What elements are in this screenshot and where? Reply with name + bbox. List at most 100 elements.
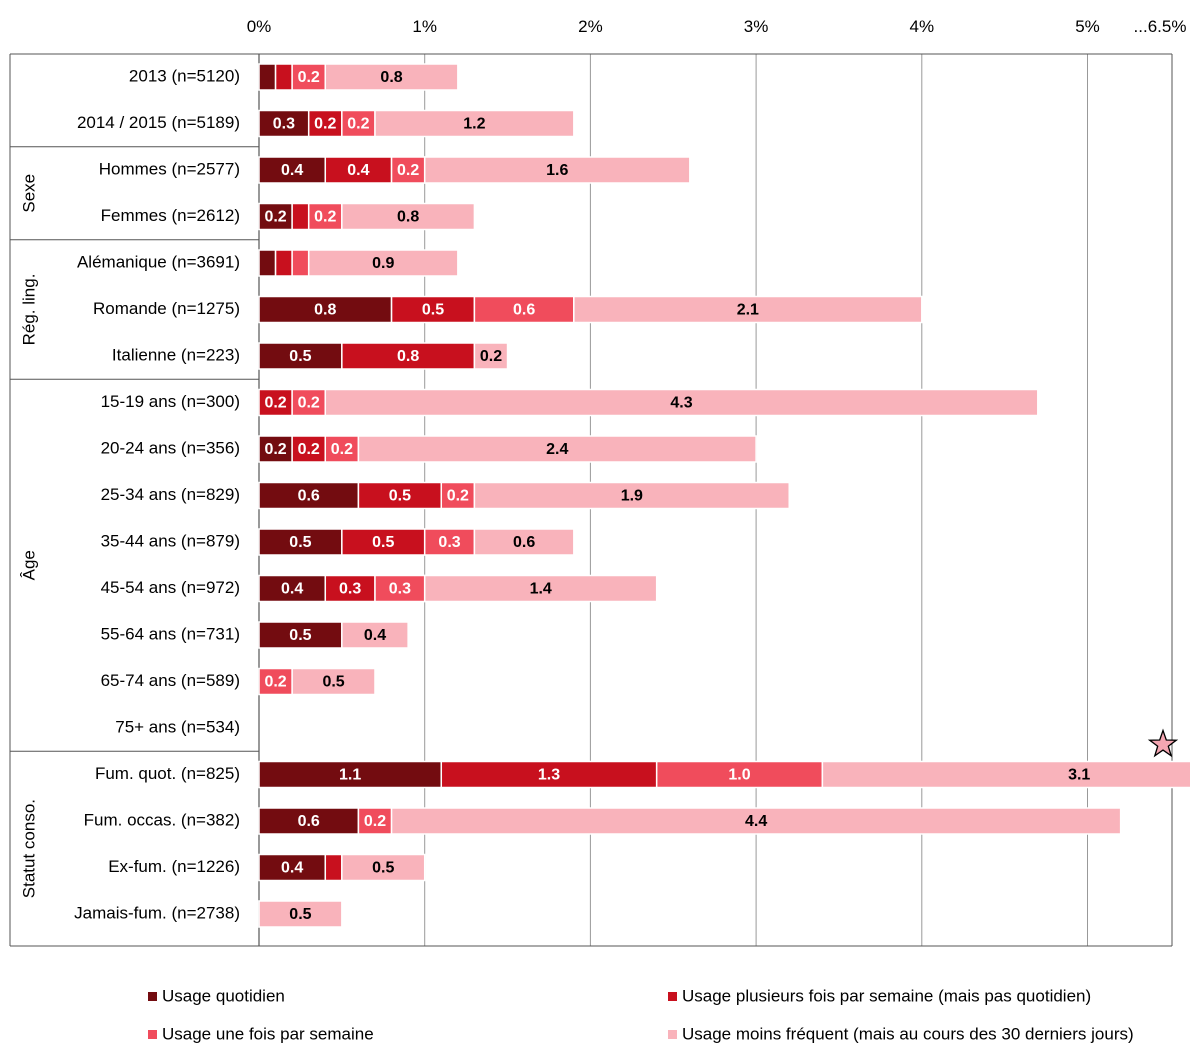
bar-segment-usage-une-fois-par-semaine [324,435,360,463]
data-label: 0.5 [289,627,311,644]
group-label-age: Âge [19,550,38,580]
bar-segment-usage-moins-frequent-mais-au-cours-des-3 [341,853,426,882]
data-label: 0.2 [298,441,320,458]
data-label: 0.2 [264,209,286,226]
data-label: 0.2 [347,116,369,133]
data-label: 1.6 [546,162,568,179]
data-label: 0.6 [298,488,320,505]
legend-label: Usage quotidien [162,986,285,1005]
data-label: 1.2 [463,116,485,133]
data-label: 0.2 [314,116,336,133]
category-label: Hommes (n=2577) [99,159,240,178]
data-label: 0.5 [389,488,411,505]
category-label: Romande (n=1275) [93,299,240,318]
data-label: 0.2 [447,488,469,505]
bar-segment-usage-plusieurs-fois-par-semaine-mais-pa [341,342,476,370]
data-label: 0.2 [264,674,286,691]
bar-segment-usage-moins-frequent-mais-au-cours-des-3 [374,109,575,138]
bar-segment-usage-moins-frequent-mais-au-cours-des-3 [573,295,923,324]
category-label: Italienne (n=223) [112,345,240,364]
bar-segment-usage-une-fois-par-semaine [291,249,310,277]
bar-segment-usage-quotidien [258,63,277,91]
bar-segment-usage-plusieurs-fois-par-semaine-mais-pa [324,853,343,882]
legend-label: Usage moins fréquent (mais au cours des … [682,1024,1134,1043]
category-label: Fum. quot. (n=825) [95,764,240,783]
bar-segment-usage-moins-frequent-mais-au-cours-des-3 [423,156,691,184]
group-label-reg-ling: Rég. ling. [19,274,38,346]
category-label: 25-34 ans (n=829) [101,485,240,504]
data-label: 4.3 [670,395,692,412]
bar-segment-usage-moins-frequent-mais-au-cours-des-3 [258,900,343,928]
bar-segment-usage-plusieurs-fois-par-semaine-mais-pa [291,202,310,231]
bar-segment-usage-quotidien [258,156,327,184]
bar-segment-usage-moins-frequent-mais-au-cours-des-3 [357,435,757,463]
bar-segment-usage-une-fois-par-semaine [423,528,476,556]
bar-segment-usage-une-fois-par-semaine [440,481,476,510]
data-label: 0.4 [281,162,303,179]
data-label: 0.2 [364,813,386,830]
bar-segment-usage-moins-frequent-mais-au-cours-des-3 [341,621,409,649]
bar-segment-usage-quotidien [258,807,360,835]
bar-segment-usage-quotidien [258,342,343,370]
bar-segment-usage-plusieurs-fois-par-semaine-mais-pa [341,528,426,556]
bar-segment-usage-moins-frequent-mais-au-cours-des-3 [473,342,509,370]
data-label: 0.2 [314,209,336,226]
data-label: 4.4 [745,813,767,830]
bar-segment-usage-une-fois-par-semaine [357,807,393,835]
data-label: 0.4 [281,581,303,598]
data-label: 0.3 [438,534,460,551]
category-label: 15-19 ans (n=300) [101,392,240,411]
legend-swatch [668,992,677,1001]
legend: Usage quotidien Usage plusieurs fois par … [148,986,1134,1043]
bar-segment-usage-moins-frequent-mais-au-cours-des-3 [821,760,1190,789]
data-label: 0.8 [397,209,419,226]
legend-swatch [148,992,157,1001]
bar-segment-usage-plusieurs-fois-par-semaine-mais-pa [274,249,293,277]
data-label: 1.4 [530,581,552,598]
data-label: 0.2 [480,348,502,365]
bar-segment-usage-moins-frequent-mais-au-cours-des-3 [324,388,1039,417]
data-label: 0.2 [298,69,320,86]
bar-segment-usage-moins-frequent-mais-au-cours-des-3 [291,667,376,696]
x-tick-label: 5% [1075,17,1100,36]
data-label: 0.5 [322,674,344,691]
legend-label: Usage plusieurs fois par semaine (mais p… [682,986,1091,1005]
data-label: 0.4 [364,627,386,644]
category-label: Femmes (n=2612) [101,206,240,225]
x-tick-label: 4% [910,17,935,36]
category-label: Jamais-fum. (n=2738) [74,903,240,922]
bar-segment-usage-moins-frequent-mais-au-cours-des-3 [423,574,658,603]
bar-segment-usage-moins-frequent-mais-au-cours-des-3 [324,63,459,91]
category-label: 20-24 ans (n=356) [101,438,240,457]
category-label: 35-44 ans (n=879) [101,531,240,550]
data-label: 0.6 [513,302,535,319]
bar-segment-usage-une-fois-par-semaine [307,202,343,231]
legend-swatch [148,1030,157,1039]
data-label: 3.1 [1068,767,1090,784]
bar-segment-usage-moins-frequent-mais-au-cours-des-3 [473,481,790,510]
data-label: 0.5 [372,860,394,877]
legend-label: Usage une fois par semaine [162,1024,374,1043]
group-label-sexe: Sexe [19,174,38,213]
legend-swatch [668,1030,677,1039]
bar-segment-usage-plusieurs-fois-par-semaine-mais-pa [324,156,393,184]
data-label: 0.3 [273,116,295,133]
bar-segment-usage-plusieurs-fois-par-semaine-mais-pa [390,295,476,324]
star-icon [1147,728,1179,758]
bar-segment-usage-moins-frequent-mais-au-cours-des-3 [390,807,1122,835]
data-label: 2.1 [737,302,759,319]
data-label: 0.3 [339,581,361,598]
bar-segment-usage-quotidien [258,202,293,231]
data-label: 0.5 [289,348,311,365]
bar-segment-usage-plusieurs-fois-par-semaine-mais-pa [440,760,658,789]
x-axis-ticks: 0% 1% 2% 3% 4% 5% ...6.5% [247,17,1187,36]
x-tick-label: 3% [744,17,769,36]
category-label: 45-54 ans (n=972) [101,578,240,597]
data-label: 0.5 [289,906,311,923]
x-tick-label: 1% [412,17,437,36]
bar-segment-usage-plusieurs-fois-par-semaine-mais-pa [274,63,293,91]
group-label-statut-conso: Statut conso. [19,799,38,898]
bar-segment-usage-plusieurs-fois-par-semaine-mais-pa [357,481,443,510]
data-label: 0.5 [422,302,444,319]
